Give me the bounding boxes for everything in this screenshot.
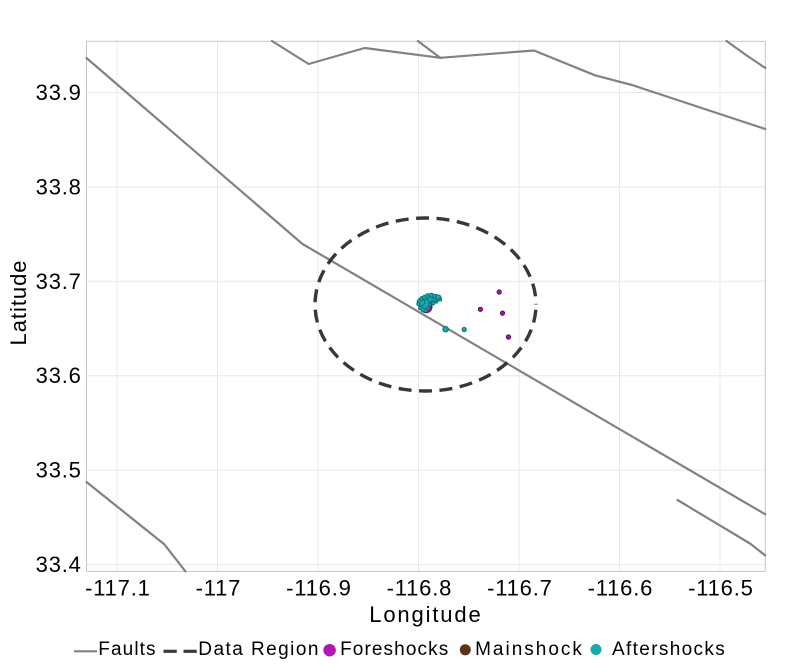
svg-text:-116.7: -116.7 — [487, 576, 553, 601]
svg-text:-117: -117 — [196, 576, 242, 601]
svg-text:Latitude: Latitude — [6, 260, 31, 346]
svg-text:Faults: Faults — [98, 639, 156, 660]
svg-text:-116.6: -116.6 — [588, 576, 654, 601]
svg-text:Mainshock: Mainshock — [475, 639, 584, 660]
svg-text:-116.9: -116.9 — [286, 576, 352, 601]
svg-text:-116.5: -116.5 — [688, 576, 754, 601]
svg-text:33.9: 33.9 — [36, 80, 82, 105]
svg-text:Foreshocks: Foreshocks — [340, 639, 449, 660]
svg-text:33.5: 33.5 — [36, 458, 82, 483]
svg-text:Data Region: Data Region — [198, 639, 320, 660]
svg-text:33.4: 33.4 — [36, 552, 82, 577]
svg-text:33.6: 33.6 — [36, 363, 82, 388]
svg-text:Aftershocks: Aftershocks — [612, 639, 726, 660]
svg-text:-117.1: -117.1 — [85, 576, 151, 601]
svg-text:-116.8: -116.8 — [387, 576, 453, 601]
svg-text:33.8: 33.8 — [36, 174, 82, 199]
svg-text:33.7: 33.7 — [36, 269, 82, 294]
svg-text:Longitude: Longitude — [369, 602, 482, 627]
